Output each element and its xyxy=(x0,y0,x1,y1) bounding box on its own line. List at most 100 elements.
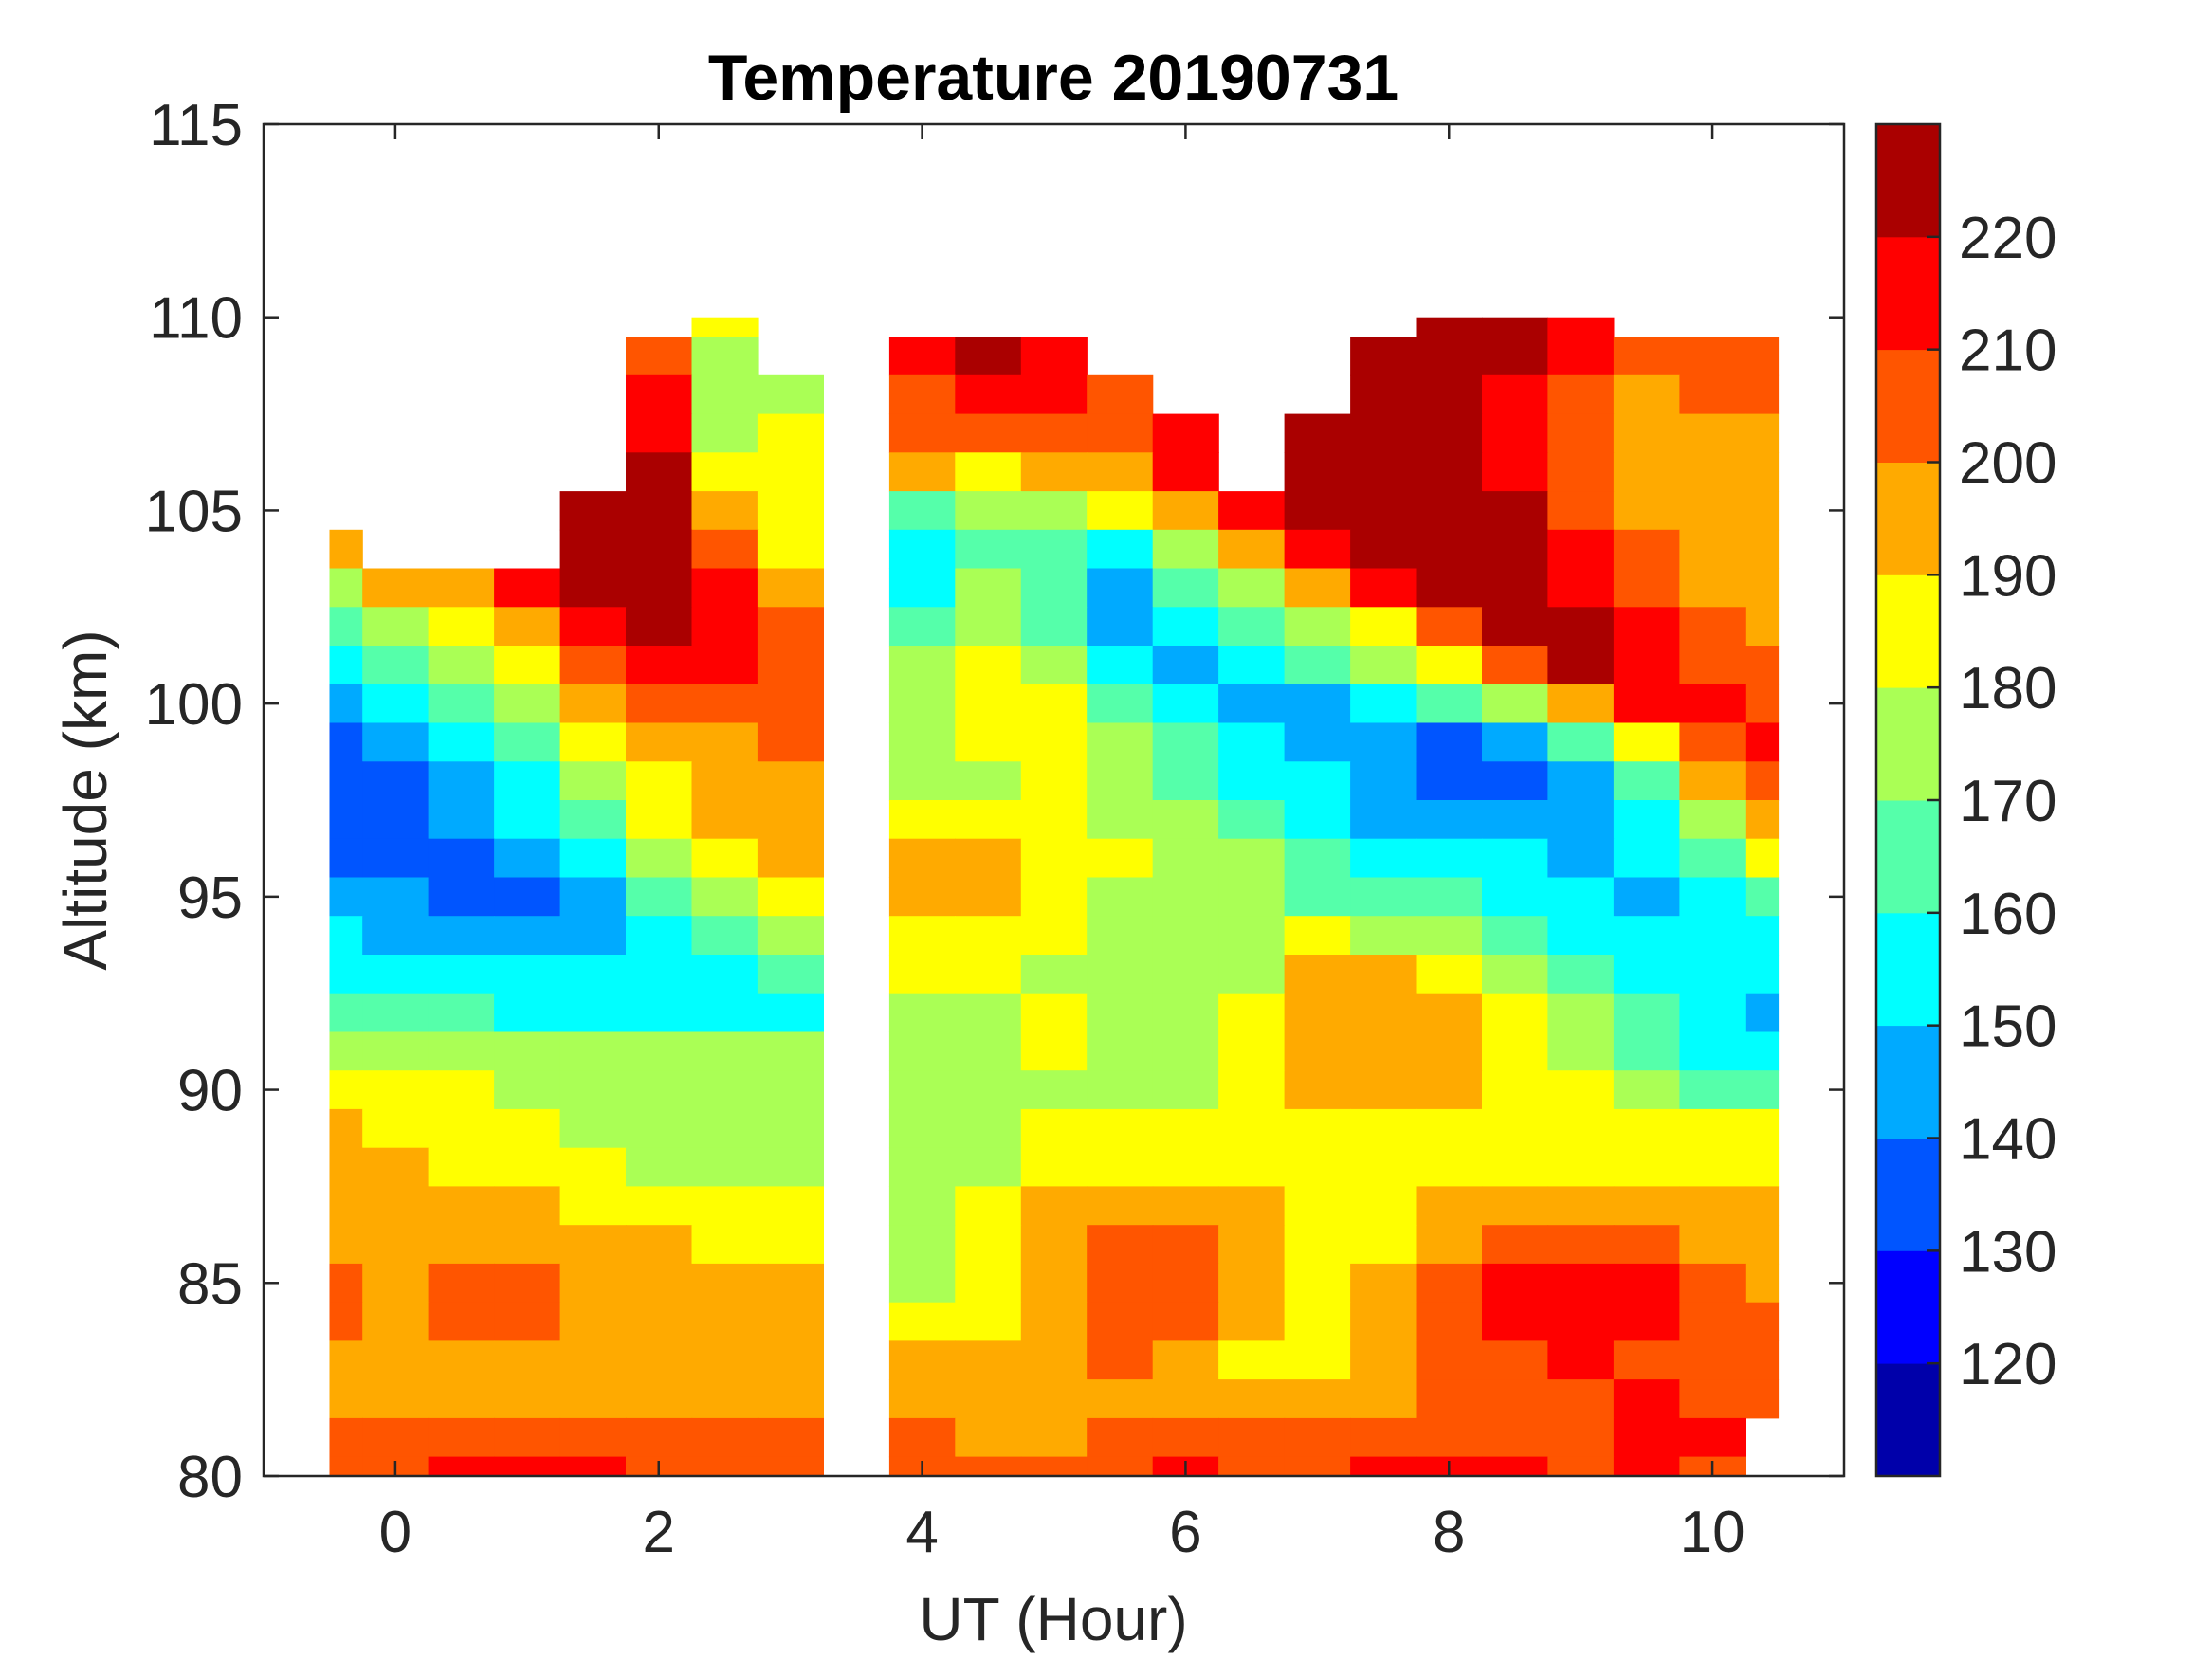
y-tick-label: 105 xyxy=(145,479,243,544)
contour-cell xyxy=(428,1379,495,1419)
contour-cell xyxy=(1020,1186,1088,1226)
contour-cell xyxy=(1020,529,1088,570)
contour-cell xyxy=(329,1225,363,1265)
contour-cell xyxy=(1482,993,1549,1032)
contour-cell xyxy=(888,1417,956,1458)
contour-cell xyxy=(1284,1263,1351,1304)
contour-cell xyxy=(1087,1456,1154,1477)
contour-cell xyxy=(1613,1108,1680,1149)
contour-cell xyxy=(1416,1186,1483,1226)
contour-cell xyxy=(362,1302,430,1341)
contour-cell xyxy=(428,800,495,840)
colorbar-segment xyxy=(1876,462,1940,575)
contour-cell xyxy=(691,684,759,724)
contour-cell xyxy=(1613,374,1680,415)
contour-cell xyxy=(1679,568,1746,608)
contour-cell xyxy=(1482,684,1549,724)
contour-cell xyxy=(691,568,759,608)
contour-cell xyxy=(428,1031,495,1071)
contour-cell xyxy=(1613,684,1680,724)
contour-cell xyxy=(1416,916,1483,956)
contour-cell xyxy=(626,1070,693,1110)
contour-cell xyxy=(1679,1031,1746,1071)
contour-cell xyxy=(1218,955,1286,994)
contour-cell xyxy=(1152,1031,1219,1071)
contour-cell xyxy=(1218,491,1286,531)
contour-cell xyxy=(1482,1070,1549,1110)
colorbar-tick-label: 170 xyxy=(1959,769,2057,834)
contour-cell xyxy=(888,646,956,685)
contour-cell xyxy=(1350,1070,1417,1110)
contour-cell xyxy=(1613,993,1680,1032)
contour-cell xyxy=(362,838,430,878)
contour-cell xyxy=(428,1225,495,1265)
contour-cell xyxy=(428,761,495,801)
colorbar-tick-label: 130 xyxy=(1959,1219,2057,1285)
colorbar-segment xyxy=(1876,124,1940,238)
contour-cell xyxy=(1284,684,1351,724)
contour-cell xyxy=(494,1070,561,1110)
contour-cell xyxy=(1482,1108,1549,1149)
contour-cell xyxy=(888,337,956,376)
contour-cell xyxy=(559,1225,627,1265)
contour-cell xyxy=(888,1031,956,1071)
contour-cell xyxy=(1350,568,1417,608)
colorbar-tick-label: 180 xyxy=(1959,656,2057,721)
contour-cell xyxy=(626,838,693,878)
contour-cell xyxy=(1218,1417,1286,1458)
contour-cell xyxy=(1547,838,1615,878)
contour-cell xyxy=(955,800,1022,840)
contour-cell xyxy=(428,1302,495,1341)
contour-cell xyxy=(1152,1225,1219,1265)
contour-cell xyxy=(1745,1108,1780,1149)
contour-cell xyxy=(1547,1340,1615,1380)
contour-cell xyxy=(1020,1031,1088,1071)
contour-cell xyxy=(1613,607,1680,647)
contour-cell xyxy=(1284,1031,1351,1071)
contour-cell xyxy=(1416,374,1483,415)
contour-cell xyxy=(691,1340,759,1380)
contour-cell xyxy=(329,1070,363,1110)
contour-cell xyxy=(1547,955,1615,994)
contour-cell xyxy=(626,877,693,917)
contour-cell xyxy=(691,413,759,453)
contour-cell xyxy=(691,955,759,994)
contour-cell xyxy=(1679,491,1746,531)
contour-cell xyxy=(1613,800,1680,840)
contour-cell xyxy=(362,993,430,1032)
contour-cell xyxy=(1482,722,1549,762)
colorbar-segment xyxy=(1876,349,1940,463)
contour-cell xyxy=(1679,1340,1746,1380)
y-axis-label: Altitude (km) xyxy=(51,629,119,970)
contour-cell xyxy=(1745,568,1780,608)
contour-cell xyxy=(428,1186,495,1226)
x-tick-label: 0 xyxy=(379,1500,411,1565)
contour-cell xyxy=(1613,916,1680,956)
contour-cell xyxy=(691,646,759,685)
contour-cell xyxy=(1745,413,1780,453)
contour-cell xyxy=(1416,993,1483,1032)
contour-cell xyxy=(1613,1070,1680,1110)
contour-cell xyxy=(1350,491,1417,531)
contour-cell xyxy=(559,800,627,840)
contour-cell xyxy=(1416,452,1483,492)
contour-cell xyxy=(428,1456,495,1477)
contour-cell xyxy=(1350,413,1417,453)
contour-cell xyxy=(1416,800,1483,840)
contour-cell xyxy=(1087,877,1154,917)
contour-cell xyxy=(955,568,1022,608)
contour-cell xyxy=(691,1186,759,1226)
contour-cell xyxy=(1482,800,1549,840)
contour-cell xyxy=(691,529,759,570)
contour-cell xyxy=(955,993,1022,1032)
contour-cell xyxy=(1745,607,1780,647)
contour-cell xyxy=(1482,646,1549,685)
contour-cell xyxy=(626,413,693,453)
contour-cell xyxy=(428,916,495,956)
contour-cell xyxy=(955,1186,1022,1226)
contour-cell xyxy=(1218,1147,1286,1187)
contour-cell xyxy=(1350,684,1417,724)
contour-cell xyxy=(888,413,956,453)
contour-cell xyxy=(1218,877,1286,917)
contour-cell xyxy=(362,607,430,647)
